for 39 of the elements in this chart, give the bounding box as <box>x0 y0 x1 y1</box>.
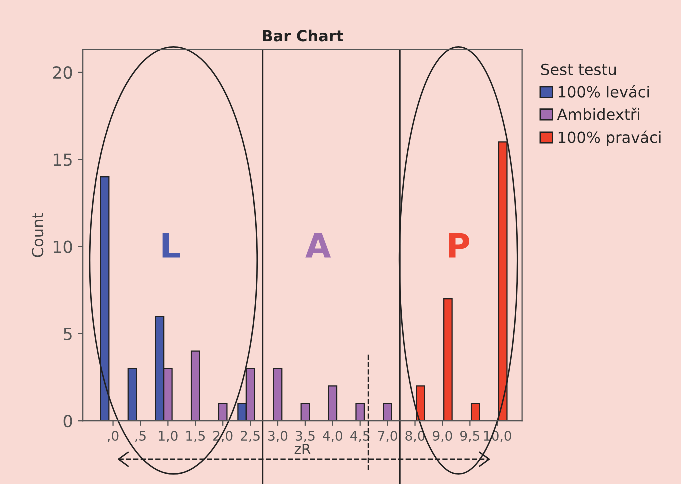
legend-title: Sest testu <box>541 64 616 76</box>
bar <box>416 386 426 422</box>
bar <box>128 368 138 422</box>
x-tick-label: 3,5 <box>296 431 315 442</box>
bar <box>273 368 283 422</box>
bar <box>300 403 310 422</box>
x-tick-label: 1,5 <box>186 431 205 442</box>
bar <box>356 403 366 422</box>
y-axis-title: Count <box>32 213 44 258</box>
y-tick-label: 10 <box>54 240 72 254</box>
x-tick-label: ,0 <box>108 431 119 442</box>
bar <box>328 386 338 422</box>
x-tick-label: 7,0 <box>378 431 398 442</box>
x-tick-label: 9,0 <box>433 431 452 442</box>
x-tick-label: 2,5 <box>241 431 260 442</box>
bar <box>383 403 392 422</box>
annotation: A <box>306 233 332 258</box>
bar <box>190 350 200 422</box>
y-tick-label: 20 <box>53 66 72 80</box>
bar <box>218 403 228 422</box>
x-tick-label: ,5 <box>135 431 146 442</box>
x-tick-label: 9,5 <box>460 431 480 442</box>
bar <box>100 176 110 422</box>
x-tick-label: 1,0 <box>159 431 178 442</box>
annotation: P <box>449 233 470 258</box>
chart-title: Bar Chart <box>263 30 344 42</box>
legend-label: 100% praváci <box>558 130 661 146</box>
x-tick-label: 3,0 <box>268 431 288 442</box>
x-axis-title: zR <box>294 444 311 454</box>
bar <box>470 403 480 422</box>
y-tick-label: 15 <box>54 154 72 166</box>
annotation: L <box>162 233 180 258</box>
legend-label: 100% leváci <box>558 85 650 98</box>
legend-label: Ambidextři <box>557 108 640 120</box>
y-tick-label: 5 <box>64 328 72 341</box>
bar <box>444 298 453 422</box>
x-tick-label: 4,0 <box>323 431 343 442</box>
y-tick-label: 0 <box>64 415 72 428</box>
bar <box>498 142 508 422</box>
